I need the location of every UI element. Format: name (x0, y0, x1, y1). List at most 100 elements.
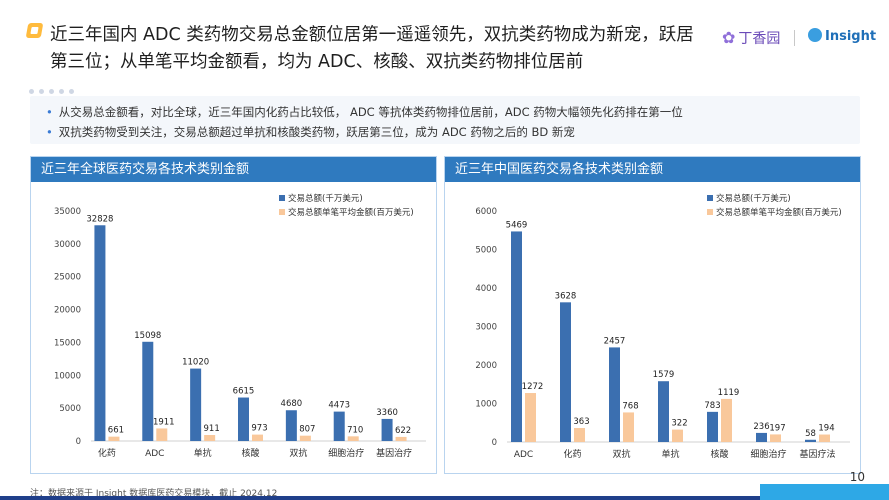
data-label-total: 2457 (604, 336, 626, 346)
bar-total (658, 381, 669, 442)
bar-average (574, 428, 585, 442)
y-tick-label: 3000 (475, 323, 497, 333)
global-chart: 0 5000 10000 15000 20000 25000 30000 35000 32828… (54, 193, 426, 459)
bar-total (142, 341, 154, 441)
y-tick-label: 2000 (475, 361, 497, 371)
page-number: 10 (849, 470, 865, 484)
legend-swatch-average (707, 209, 713, 215)
y-tick-label: 4000 (475, 284, 497, 294)
bullet-dot-icon: • (46, 125, 53, 139)
bar-average (721, 398, 732, 442)
bar-average (623, 412, 634, 442)
x-category-label: ADC (514, 450, 533, 460)
y-tick-label: 25000 (54, 273, 81, 283)
data-label-average: 807 (299, 425, 315, 435)
bar-total (333, 411, 345, 441)
bar-total (94, 225, 106, 441)
data-label-total: 15098 (134, 331, 161, 341)
bar-total (381, 418, 393, 441)
bar-average (525, 393, 536, 442)
footnote: 注：数据来源于 Insight 数据库医药交易模块，截止 2024.12 (30, 489, 278, 499)
data-label-total: 3628 (555, 291, 577, 301)
y-tick-label: 5000 (475, 246, 497, 256)
flower-icon: ✿ (722, 28, 736, 47)
x-category-label: 细胞治疗 (750, 448, 786, 460)
bar-total (238, 397, 249, 441)
data-label-average: 622 (395, 426, 411, 436)
legend-label-total: 交易总额(千万美元) (288, 193, 363, 204)
logo-brand-text: 丁香园 (738, 31, 781, 47)
y-tick-label: 35000 (54, 207, 81, 217)
x-category-label: 基因疗法 (799, 448, 835, 460)
global-chart-title: 近三年全球医药交易各技术类别金额 (31, 157, 436, 182)
x-category-label: 核酸 (241, 447, 259, 459)
data-label-total: 5469 (506, 220, 528, 230)
bar-average (395, 436, 407, 441)
bar-total (511, 231, 522, 442)
legend-swatch-total (279, 195, 285, 201)
bar-total (805, 439, 816, 442)
summary-bullet-1: • 从交易总金额看，对比全球，近三年国内化药占比较低， ADC 等抗体类药物排位居… (46, 104, 683, 120)
bar-average (672, 429, 683, 442)
bar-average (770, 434, 781, 442)
data-label-average: 911 (204, 424, 220, 434)
dxy-logo: ✿ 丁香园 (722, 28, 780, 48)
y-tick-label: 15000 (54, 338, 81, 348)
y-tick-label: 0 (492, 438, 497, 448)
x-category-label: 化药 (98, 447, 116, 459)
x-category-label: 细胞治疗 (328, 447, 364, 459)
y-tick-label: 5000 (59, 404, 81, 414)
bar-average (819, 434, 830, 442)
data-label-average: 322 (671, 419, 687, 429)
x-category-label: 双抗 (289, 447, 307, 459)
data-label-average: 1119 (718, 388, 740, 398)
x-category-label: 化药 (563, 448, 581, 460)
bar-average (347, 436, 359, 441)
x-category-label: 单抗 (194, 447, 212, 459)
bar-total (560, 302, 571, 442)
y-tick-label: 30000 (54, 240, 81, 250)
data-label-total: 32828 (86, 214, 113, 224)
bar-total (190, 368, 202, 441)
data-label-average: 1911 (153, 417, 175, 427)
data-label-average: 973 (251, 424, 267, 434)
bar-average (204, 435, 216, 441)
data-label-average: 194 (818, 424, 834, 434)
data-label-total: 58 (805, 429, 816, 439)
bar-total (285, 410, 297, 441)
y-tick-label: 6000 (475, 207, 497, 217)
legend-label-average: 交易总额单笔平均金额(百万美元) (716, 207, 842, 218)
x-category-label: 核酸 (710, 448, 728, 460)
bar-total (609, 347, 620, 442)
bullet-dot-icon: • (46, 105, 53, 119)
footer-bar (0, 496, 760, 500)
data-label-average: 197 (769, 423, 785, 433)
insight-ball-icon (808, 28, 822, 42)
bar-average (252, 434, 263, 441)
global-chart-panel: 近三年全球医药交易各技术类别金额 0 5000 10000 15000 20000 250… (30, 156, 437, 474)
summary-text-2: 双抗类药物受到关注，交易总额超过单抗和核酸类药物，跃居第三位，成为 ADC 药物… (58, 125, 575, 139)
insight-logo: Insight (808, 28, 876, 44)
logo-insight-text: Insight (825, 29, 877, 44)
y-tick-label: 20000 (54, 306, 81, 316)
data-label-total: 236 (753, 422, 769, 432)
logo-divider (794, 30, 795, 46)
y-tick-label: 10000 (54, 371, 81, 381)
data-label-total: 1579 (653, 370, 675, 380)
footer-bar-accent (760, 484, 889, 500)
legend-label-average: 交易总额单笔平均金额(百万美元) (288, 207, 414, 218)
data-label-average: 1272 (522, 382, 544, 392)
x-category-label: 双抗 (612, 448, 630, 460)
summary-text-1: 从交易总金额看，对比全球，近三年国内化药占比较低， ADC 等抗体类药物排位居前… (58, 105, 683, 119)
legend-swatch-average (279, 209, 285, 215)
x-category-label: ADC (145, 449, 164, 459)
summary-box: • 从交易总金额看，对比全球，近三年国内化药占比较低， ADC 等抗体类药物排位居… (30, 96, 860, 144)
data-label-average: 710 (347, 425, 363, 435)
bar-total (756, 432, 767, 442)
data-label-total: 783 (704, 401, 720, 411)
china-chart: 0 1000 2000 3000 4000 5000 6000 5469 1272 ADC 3628… (475, 193, 850, 460)
data-label-total: 6615 (233, 387, 255, 397)
y-tick-label: 0 (76, 437, 81, 447)
data-label-average: 363 (573, 417, 589, 427)
bar-average (156, 428, 168, 441)
